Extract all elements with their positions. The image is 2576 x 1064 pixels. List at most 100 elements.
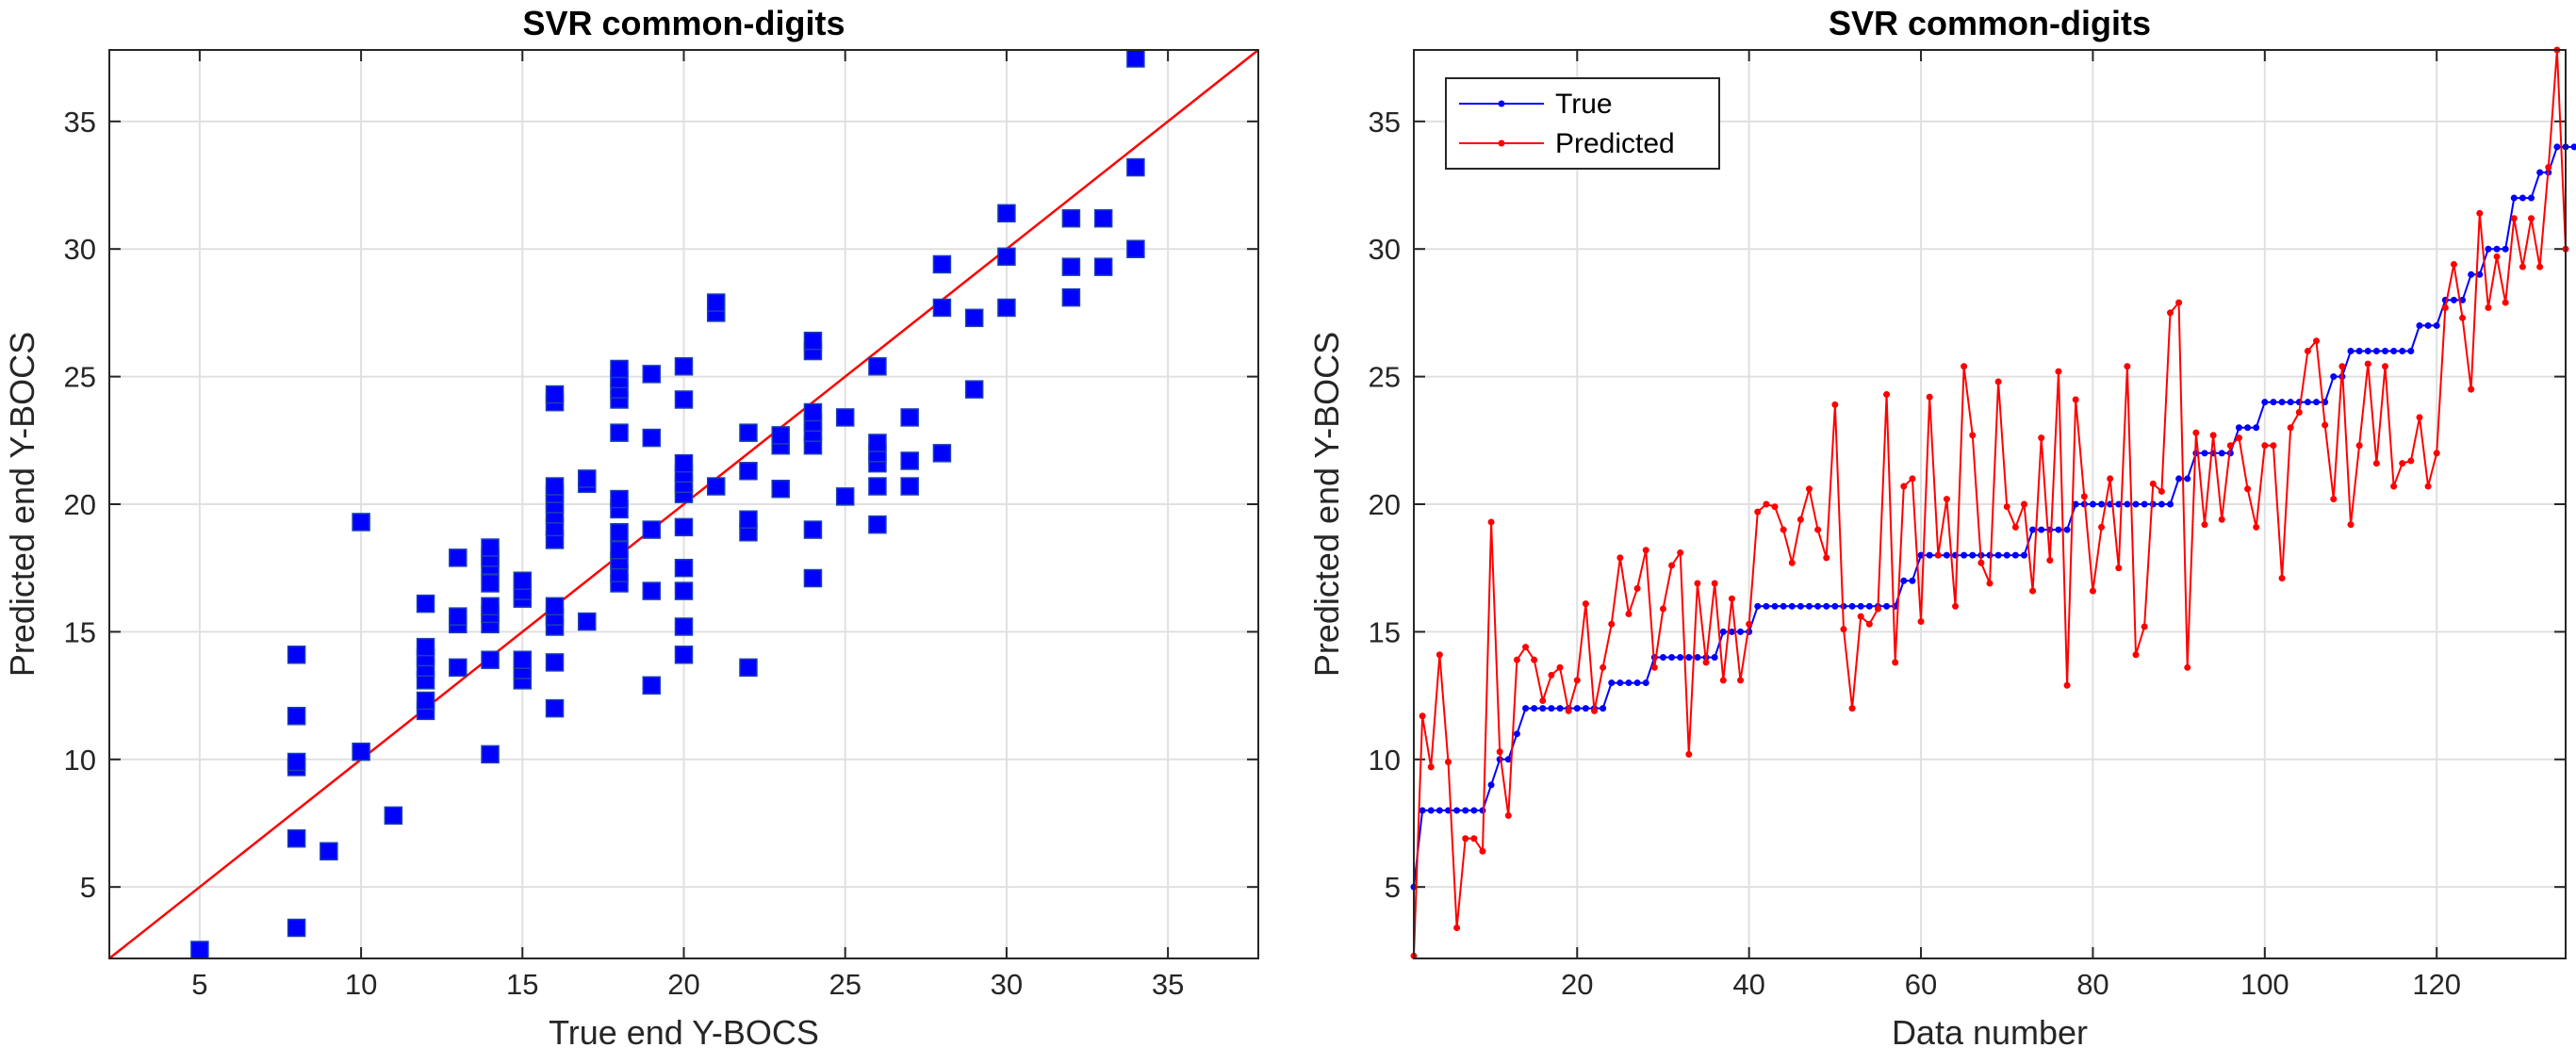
series-predicted-point bbox=[2029, 587, 2037, 595]
series-predicted-point bbox=[2468, 385, 2475, 393]
scatter-point bbox=[287, 828, 306, 848]
series-true-point bbox=[1909, 577, 1916, 584]
series-true-point bbox=[2381, 348, 2388, 355]
series-predicted-point bbox=[2089, 587, 2096, 595]
line-y-axis-label: Predicted end Y-BOCS bbox=[1307, 332, 1346, 677]
series-true-point bbox=[1539, 705, 1547, 712]
series-predicted-point bbox=[1419, 712, 1426, 720]
series-true-point bbox=[1831, 602, 1839, 610]
series-predicted-point bbox=[1771, 503, 1779, 511]
series-predicted-point bbox=[1582, 600, 1589, 608]
series-predicted-point bbox=[2080, 493, 2088, 500]
scatter-point bbox=[642, 520, 662, 539]
scatter-point bbox=[416, 691, 435, 711]
series-true-point bbox=[1771, 602, 1779, 610]
series-predicted-point bbox=[1831, 401, 1839, 408]
series-predicted-point bbox=[1642, 547, 1649, 554]
scatter-point bbox=[449, 658, 468, 678]
series-predicted-point bbox=[2364, 360, 2371, 368]
series-true-point bbox=[2553, 143, 2561, 151]
series-predicted-point bbox=[1513, 656, 1520, 663]
series-true-point bbox=[2519, 194, 2526, 202]
series-true-point bbox=[1625, 679, 1633, 687]
scatter-y-tick-label: 25 bbox=[64, 361, 96, 394]
series-predicted-point bbox=[1857, 613, 1864, 620]
series-predicted-point bbox=[2020, 500, 2027, 508]
series-true-point bbox=[1754, 602, 1762, 610]
series-true-point bbox=[1487, 781, 1495, 789]
series-true-point bbox=[1616, 679, 1624, 687]
series-true-point bbox=[1900, 577, 1908, 584]
series-predicted-point bbox=[2141, 623, 2148, 630]
series-true-point bbox=[2038, 526, 2045, 533]
series-predicted-point bbox=[1539, 697, 1547, 705]
legend-box bbox=[1445, 77, 1720, 170]
scatter-point bbox=[578, 612, 597, 631]
series-predicted-point bbox=[2003, 503, 2010, 511]
scatter-point bbox=[900, 408, 919, 427]
series-true-point bbox=[2235, 424, 2242, 432]
series-predicted-point bbox=[2011, 523, 2019, 531]
scatter-plot-frame bbox=[108, 49, 1259, 959]
legend-true-marker-sample bbox=[1498, 100, 1505, 107]
series-predicted-point bbox=[1470, 835, 1478, 843]
scatter-point bbox=[610, 540, 629, 560]
line-x-tick-label: 80 bbox=[2076, 968, 2108, 1001]
series-predicted-point bbox=[1977, 559, 1985, 566]
scatter-point bbox=[610, 523, 629, 542]
series-predicted-point bbox=[2063, 681, 2071, 689]
scatter-point bbox=[287, 646, 306, 664]
scatter-point bbox=[674, 453, 694, 473]
series-predicted-point bbox=[1719, 677, 1727, 684]
series-predicted-point bbox=[1436, 651, 1443, 659]
series-predicted-point bbox=[1874, 605, 1881, 613]
series-predicted-point bbox=[1565, 707, 1572, 714]
series-true-point bbox=[1470, 807, 1478, 814]
series-predicted-point bbox=[2519, 263, 2526, 270]
scatter-point bbox=[1061, 208, 1081, 228]
series-true-point bbox=[1582, 705, 1589, 712]
series-predicted-point bbox=[2184, 663, 2191, 671]
series-predicted-point bbox=[1616, 554, 1624, 562]
series-true-point bbox=[2089, 500, 2096, 508]
series-true-point bbox=[2270, 399, 2277, 406]
series-true-point bbox=[1780, 602, 1787, 610]
scatter-point bbox=[674, 390, 694, 409]
scatter-point bbox=[900, 477, 919, 496]
series-true-point bbox=[2330, 373, 2338, 381]
series-predicted-point bbox=[2218, 516, 2225, 523]
series-true-point bbox=[2158, 500, 2165, 508]
series-predicted-point bbox=[1444, 758, 1452, 765]
series-true-point bbox=[1685, 653, 1693, 661]
series-true-point bbox=[1513, 730, 1520, 738]
series-true-point bbox=[2020, 551, 2027, 559]
legend-true-label: True bbox=[1555, 89, 1613, 120]
legend: True Predicted bbox=[1445, 77, 1720, 170]
series-predicted-point bbox=[1969, 432, 1977, 439]
series-predicted-point bbox=[2115, 565, 2123, 572]
scatter-point bbox=[545, 385, 565, 404]
scatter-title: SVR common-digits bbox=[522, 4, 845, 42]
series-true-point bbox=[1823, 602, 1830, 610]
line-series-group bbox=[1410, 46, 2576, 959]
series-true-point bbox=[1677, 653, 1684, 661]
series-true-line bbox=[1413, 145, 2575, 888]
series-predicted-point bbox=[1591, 707, 1599, 714]
series-true-point bbox=[1479, 807, 1486, 814]
series-predicted-point bbox=[2304, 348, 2311, 355]
scatter-x-tick-label: 35 bbox=[1152, 968, 1184, 1001]
series-predicted-point bbox=[2132, 651, 2140, 659]
series-true-point bbox=[2313, 399, 2321, 406]
scatter-point bbox=[287, 752, 306, 772]
scatter-point bbox=[320, 842, 338, 861]
series-predicted-point bbox=[2055, 368, 2062, 375]
series-true-point bbox=[2407, 348, 2415, 355]
series-true-point bbox=[2218, 450, 2225, 457]
line-x-tick-label: 20 bbox=[1561, 968, 1593, 1001]
scatter-point bbox=[835, 487, 855, 506]
scatter-point bbox=[739, 423, 758, 442]
line-x-tick-label: 60 bbox=[1905, 968, 1937, 1001]
scatter-point bbox=[868, 357, 887, 376]
series-true-point bbox=[1427, 807, 1435, 814]
scatter-x-tick-label: 10 bbox=[345, 968, 377, 1001]
